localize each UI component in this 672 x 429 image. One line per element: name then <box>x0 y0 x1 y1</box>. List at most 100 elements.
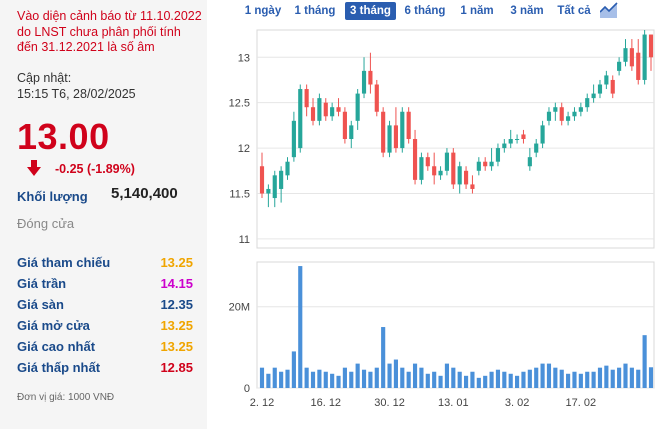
candle-body <box>591 93 596 99</box>
volume-bar <box>368 371 373 388</box>
candle-body <box>629 48 634 67</box>
market-status: Đóng cửa <box>17 216 75 231</box>
stat-row: Giá thấp nhất 12.85 <box>17 360 193 378</box>
volume-bar <box>381 327 386 388</box>
volume-bar <box>330 373 335 388</box>
volume-bar <box>527 369 532 388</box>
volume-bar <box>406 371 411 388</box>
candle-body <box>515 139 520 140</box>
volume-bar <box>648 367 654 388</box>
tab-range[interactable]: 3 năm <box>510 5 544 17</box>
tab-range[interactable]: 1 tháng <box>294 5 336 17</box>
stat-row: Giá cao nhất 13.25 <box>17 339 193 357</box>
arrow-down-icon <box>27 160 41 176</box>
chart-type-icon[interactable] <box>600 2 618 18</box>
volume-tick-label: 20M <box>229 302 250 314</box>
volume-bar <box>534 367 539 388</box>
x-tick-label: 30. 12 <box>374 397 405 409</box>
stat-label: Giá thấp nhất <box>17 360 101 375</box>
stock-summary-panel: Vào diện cảnh báo từ 11.10.2022 do LNST … <box>0 0 207 429</box>
stat-value: 13.25 <box>160 339 193 354</box>
tab-range[interactable]: 1 ngày <box>244 5 282 17</box>
volume-bar <box>572 371 577 388</box>
stat-row: Giá tham chiếu 13.25 <box>17 255 193 273</box>
current-price: 13.00 <box>17 116 110 157</box>
volume-bar <box>361 369 367 388</box>
candle-body <box>412 139 418 180</box>
volume-bar <box>400 367 405 388</box>
candle-body <box>502 143 507 149</box>
stat-label: Giá trần <box>17 276 67 291</box>
candle-body <box>572 111 577 117</box>
volume-bar <box>559 369 564 388</box>
volume-bar <box>597 367 603 388</box>
stat-value: 14.15 <box>160 276 193 291</box>
volume-bar <box>298 266 303 388</box>
volume-bar <box>412 363 418 388</box>
candle-body <box>527 157 532 167</box>
candle-body <box>566 116 571 121</box>
volume-bar <box>323 371 328 388</box>
warning-text: Vào diện cảnh báo từ 11.10.2022 do LNST … <box>17 9 202 54</box>
candle-body <box>291 120 296 158</box>
candle-body <box>425 157 430 167</box>
volume-bar <box>279 371 284 388</box>
x-tick-label: 2. 12 <box>250 397 274 409</box>
tab-range[interactable]: 1 năm <box>460 5 494 17</box>
axis-labels: 11 11.5 12 12.5 13 0 20M 2. 12 16. 12 30. 12 13. 0… <box>229 52 597 409</box>
volume-bar <box>629 367 634 388</box>
volume-bar <box>304 367 309 388</box>
volume-bar <box>342 367 347 388</box>
volume-bar <box>540 363 545 388</box>
volume-bar <box>291 351 296 388</box>
update-time: 15:15 T6, 28/02/2025 <box>17 86 136 101</box>
volume-bar <box>387 363 392 388</box>
stat-value: 12.35 <box>160 297 193 312</box>
candle-body <box>559 107 564 121</box>
volume-bar <box>591 371 596 388</box>
update-info: Cập nhật: 15:15 T6, 28/02/2025 <box>17 71 136 102</box>
stat-label: Giá sàn <box>17 297 64 312</box>
volume-bar <box>444 363 450 388</box>
candle-body <box>642 34 647 80</box>
volume-bar <box>604 365 609 388</box>
volume-bar <box>259 367 265 388</box>
stat-row: Giá sàn 12.35 <box>17 297 193 315</box>
volume-bar <box>336 375 341 388</box>
candle-body <box>508 139 513 144</box>
volume-bar <box>438 375 443 388</box>
candle-body <box>463 170 469 185</box>
tab-range[interactable]: Tất cả <box>557 5 591 17</box>
candle-body <box>342 111 347 139</box>
stat-value: 13.25 <box>160 255 193 270</box>
candle-body <box>438 170 443 176</box>
candle-body <box>585 98 590 108</box>
candlestick-series <box>259 30 654 208</box>
volume-bar <box>578 373 583 388</box>
candle-body <box>495 148 501 162</box>
volume-bar <box>553 367 558 388</box>
volume-bar <box>636 369 641 388</box>
tab-range[interactable]: 3 tháng <box>345 2 396 20</box>
candle-body <box>285 161 290 176</box>
candle-body <box>597 84 603 94</box>
volume-bar <box>515 375 520 388</box>
candle-body <box>393 125 398 149</box>
chart-grid <box>256 29 655 389</box>
x-tick-label: 3. 02 <box>505 397 529 409</box>
candle-body <box>604 75 609 85</box>
volume-bar <box>374 367 379 388</box>
candle-body <box>457 166 462 185</box>
volume-bar <box>349 371 354 388</box>
volume-bar <box>393 359 398 388</box>
candle-body <box>610 79 615 94</box>
candle-body <box>476 161 481 171</box>
volume-bar <box>585 371 590 388</box>
volume-bar <box>610 369 615 388</box>
volume-bar <box>546 363 552 388</box>
candle-body <box>617 61 622 71</box>
candle-body <box>648 34 654 58</box>
candle-body <box>279 170 284 189</box>
candle-body <box>470 184 475 189</box>
tab-range[interactable]: 6 tháng <box>404 5 446 17</box>
